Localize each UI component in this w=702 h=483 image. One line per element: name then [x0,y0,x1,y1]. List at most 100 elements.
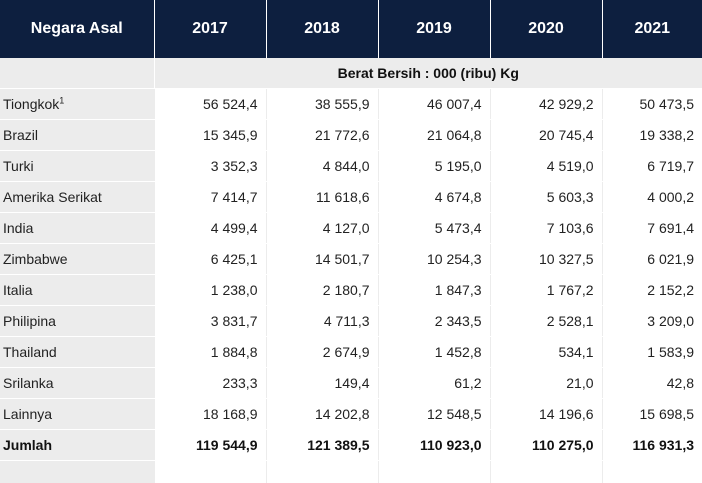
value-cell: 5 195,0 [378,151,490,182]
value-cell: 21 772,6 [266,120,378,151]
table-row: Lainnya 18 168,9 14 202,8 12 548,5 14 19… [0,399,702,430]
value-cell: 18 168,9 [154,399,266,430]
total-value-cell: 121 389,5 [266,430,378,461]
value-cell: 14 501,7 [266,244,378,275]
table-row: Srilanka 233,3 149,4 61,2 21,0 42,8 [0,368,702,399]
value-cell: 4 499,4 [154,213,266,244]
value-cell: 15 698,5 [602,399,702,430]
footnote-marker: 1 [59,95,64,105]
total-value-cell: 119 544,9 [154,430,266,461]
total-value-cell: 116 931,3 [602,430,702,461]
value-cell: 20 745,4 [490,120,602,151]
value-cell: 1 884,8 [154,337,266,368]
value-cell: 1 238,0 [154,275,266,306]
table-row: India 4 499,4 4 127,0 5 473,4 7 103,6 7 … [0,213,702,244]
header-year: 2019 [378,0,490,58]
value-cell: 50 473,5 [602,89,702,120]
value-cell: 7 103,6 [490,213,602,244]
spacer-cell [154,461,266,483]
value-cell: 14 196,6 [490,399,602,430]
value-cell: 56 524,4 [154,89,266,120]
country-cell: Brazil [0,120,154,151]
value-cell: 3 831,7 [154,306,266,337]
country-cell: Philipina [0,306,154,337]
value-cell: 4 127,0 [266,213,378,244]
header-row: Negara Asal 2017 2018 2019 2020 2021 [0,0,702,58]
header-year: 2020 [490,0,602,58]
country-cell: Thailand [0,337,154,368]
spacer-row [0,461,702,483]
value-cell: 4 519,0 [490,151,602,182]
value-cell: 5 473,4 [378,213,490,244]
value-cell: 38 555,9 [266,89,378,120]
table-row: Brazil 15 345,9 21 772,6 21 064,8 20 745… [0,120,702,151]
total-value-cell: 110 275,0 [490,430,602,461]
value-cell: 1 452,8 [378,337,490,368]
value-cell: 4 711,3 [266,306,378,337]
value-cell: 3 209,0 [602,306,702,337]
unit-row-blank [0,58,154,89]
value-cell: 2 528,1 [490,306,602,337]
value-cell: 15 345,9 [154,120,266,151]
value-cell: 11 618,6 [266,182,378,213]
value-cell: 1 767,2 [490,275,602,306]
value-cell: 4 844,0 [266,151,378,182]
country-cell: Tiongkok1 [0,89,154,120]
country-cell: Srilanka [0,368,154,399]
spacer-cell [266,461,378,483]
table-row: Zimbabwe 6 425,1 14 501,7 10 254,3 10 32… [0,244,702,275]
country-cell: India [0,213,154,244]
value-cell: 42 929,2 [490,89,602,120]
spacer-cell [0,461,154,483]
value-cell: 2 674,9 [266,337,378,368]
value-cell: 233,3 [154,368,266,399]
value-cell: 4 674,8 [378,182,490,213]
value-cell: 6 021,9 [602,244,702,275]
value-cell: 46 007,4 [378,89,490,120]
spacer-cell [378,461,490,483]
value-cell: 7 414,7 [154,182,266,213]
table-row: Tiongkok1 56 524,4 38 555,9 46 007,4 42 … [0,89,702,120]
spacer-cell [490,461,602,483]
table-row: Thailand 1 884,8 2 674,9 1 452,8 534,1 1… [0,337,702,368]
value-cell: 4 000,2 [602,182,702,213]
value-cell: 12 548,5 [378,399,490,430]
country-cell: Lainnya [0,399,154,430]
value-cell: 21 064,8 [378,120,490,151]
country-cell: Zimbabwe [0,244,154,275]
value-cell: 7 691,4 [602,213,702,244]
unit-label: Berat Bersih : 000 (ribu) Kg [154,58,702,89]
table-row: Turki 3 352,3 4 844,0 5 195,0 4 519,0 6 … [0,151,702,182]
value-cell: 534,1 [490,337,602,368]
table-row: Italia 1 238,0 2 180,7 1 847,3 1 767,2 2… [0,275,702,306]
table-row: Amerika Serikat 7 414,7 11 618,6 4 674,8… [0,182,702,213]
value-cell: 3 352,3 [154,151,266,182]
value-cell: 19 338,2 [602,120,702,151]
value-cell: 6 425,1 [154,244,266,275]
value-cell: 149,4 [266,368,378,399]
header-country: Negara Asal [0,0,154,58]
value-cell: 61,2 [378,368,490,399]
value-cell: 2 180,7 [266,275,378,306]
value-cell: 42,8 [602,368,702,399]
value-cell: 10 327,5 [490,244,602,275]
total-row: Jumlah 119 544,9 121 389,5 110 923,0 110… [0,430,702,461]
country-cell: Italia [0,275,154,306]
total-label: Jumlah [0,430,154,461]
unit-row: Berat Bersih : 000 (ribu) Kg [0,58,702,89]
value-cell: 1 583,9 [602,337,702,368]
value-cell: 2 152,2 [602,275,702,306]
value-cell: 2 343,5 [378,306,490,337]
value-cell: 10 254,3 [378,244,490,275]
value-cell: 21,0 [490,368,602,399]
country-name: Tiongkok [3,96,59,112]
country-cell: Turki [0,151,154,182]
header-year: 2017 [154,0,266,58]
value-cell: 5 603,3 [490,182,602,213]
total-value-cell: 110 923,0 [378,430,490,461]
spacer-cell [602,461,702,483]
table-row: Philipina 3 831,7 4 711,3 2 343,5 2 528,… [0,306,702,337]
header-year: 2021 [602,0,702,58]
value-cell: 1 847,3 [378,275,490,306]
